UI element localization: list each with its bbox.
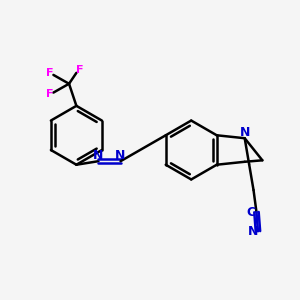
Text: F: F <box>76 65 83 76</box>
Text: N: N <box>248 225 258 238</box>
Text: F: F <box>46 89 54 99</box>
Text: F: F <box>46 68 54 78</box>
Text: N: N <box>239 126 250 139</box>
Text: C: C <box>247 206 256 219</box>
Text: N: N <box>93 149 104 162</box>
Text: N: N <box>116 149 126 162</box>
